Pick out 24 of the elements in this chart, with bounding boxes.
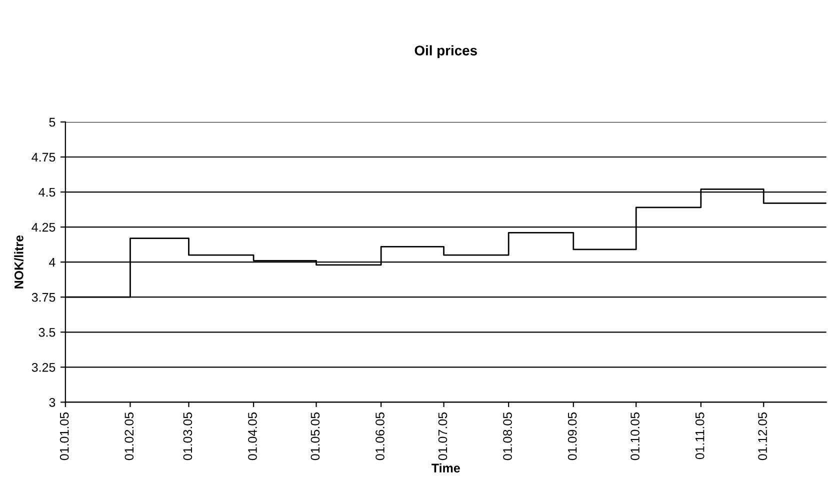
x-tick-label: 01.12.05 [758, 412, 767, 460]
y-tick-label: 5 [49, 118, 56, 127]
x-tick-label: 01.01.05 [60, 412, 69, 460]
x-tick-label: 01.07.05 [438, 412, 448, 460]
x-tick-label: 01.02.05 [124, 412, 134, 460]
y-tick-label: 3 [49, 398, 56, 407]
x-tick-label: 01.11.05 [695, 412, 704, 460]
y-tick-label: 4 [49, 258, 56, 267]
x-tick-label: 01.08.05 [503, 412, 512, 460]
y-tick-label: 3.25 [32, 362, 56, 372]
y-tick-label: 3.75 [32, 292, 56, 302]
x-tick-label: 01.06.05 [376, 412, 384, 460]
y-tick-label: 4.25 [32, 222, 56, 232]
y-axis-title: NOK/litre [14, 235, 24, 288]
y-tick-label: 4.5 [38, 188, 56, 197]
x-tick-label: 01.10.05 [630, 412, 640, 460]
x-tick-label: 01.03.05 [183, 412, 192, 460]
x-tick-label: 01.05.05 [310, 412, 320, 460]
x-tick-label: 01.09.05 [568, 412, 577, 460]
x-tick-label: 01.04.05 [248, 412, 257, 460]
y-tick-label: 3.5 [38, 328, 56, 337]
x-axis-title: Time [432, 463, 460, 473]
chart-title: Oil prices [414, 45, 477, 58]
y-tick-label: 4.75 [32, 152, 56, 162]
